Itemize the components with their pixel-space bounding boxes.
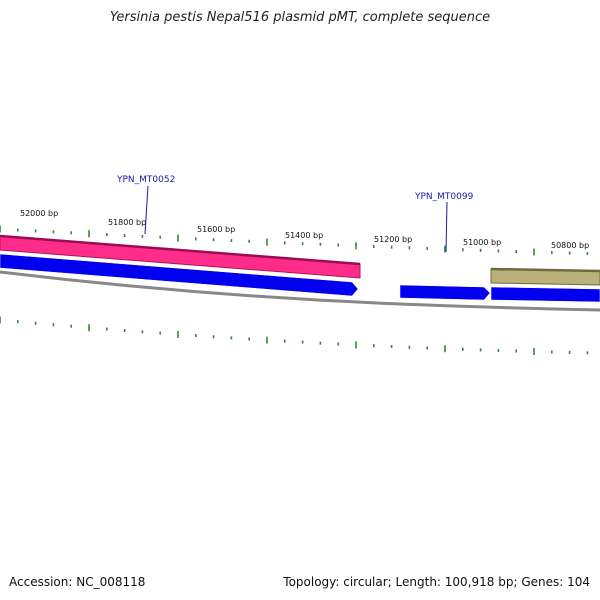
- pink-feature-edge: [0, 234, 361, 266]
- inner-scale-ticks: [0, 316, 589, 355]
- gene-arrow-left[interactable]: [0, 253, 359, 297]
- scale-label-52000: 52000 bp: [20, 209, 58, 218]
- gene-arrow-middle[interactable]: [399, 284, 491, 301]
- scale-label-51000: 51000 bp: [463, 238, 501, 247]
- map-title: Yersinia pestis Nepal516 plasmid pMT, co…: [109, 10, 491, 25]
- scale-label-51400: 51400 bp: [285, 231, 323, 240]
- scale-label-51800: 51800 bp: [108, 218, 146, 227]
- scale-label-51600: 51600 bp: [197, 225, 235, 234]
- accession-text: Accession: NC_008118: [9, 575, 146, 589]
- gene-label-ypn-mt0052[interactable]: YPN_MT0052: [116, 175, 175, 185]
- outer-scale-ticks: [0, 225, 589, 256]
- gene-leader-line-ypn-mt0052: [144, 185, 149, 235]
- gene-arrow-right[interactable]: [490, 286, 600, 303]
- gene-label-ypn-mt0099[interactable]: YPN_MT0099: [414, 192, 474, 202]
- plasmid-backbone: [0, 270, 600, 312]
- scale-label-51200: 51200 bp: [374, 235, 412, 244]
- sequence-summary: Topology: circular; Length: 100,918 bp; …: [283, 575, 590, 589]
- scale-label-50800: 50800 bp: [551, 241, 589, 250]
- gene-leader-line-ypn-mt0099: [445, 201, 448, 253]
- olive-feature-edge: [490, 267, 600, 273]
